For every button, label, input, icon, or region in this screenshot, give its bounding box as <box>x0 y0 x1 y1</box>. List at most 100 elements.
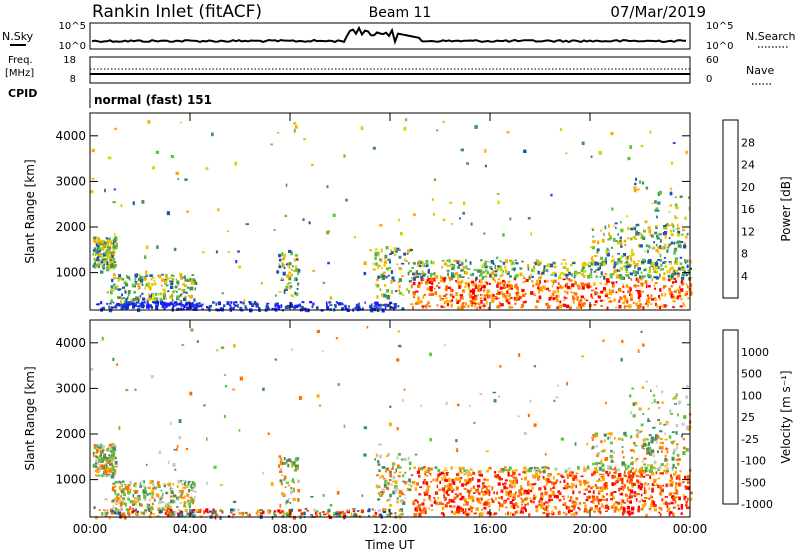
heatmap-cell <box>532 496 536 501</box>
heatmap-cell <box>607 506 610 510</box>
heatmap-cell <box>110 454 114 458</box>
heatmap-cell <box>666 246 670 248</box>
heatmap-cell <box>653 298 658 301</box>
heatmap-cell <box>524 476 528 481</box>
heatmap-cell <box>620 507 624 510</box>
heatmap-cell <box>502 270 504 273</box>
heatmap-cell <box>655 249 659 252</box>
heatmap-cell <box>112 257 115 261</box>
heatmap-cell <box>124 504 127 507</box>
heatmap-cell <box>303 511 306 516</box>
heatmap-cell <box>419 300 423 304</box>
heatmap-cell <box>675 280 677 284</box>
heatmap-cell <box>114 491 116 495</box>
heatmap-cell <box>664 231 668 235</box>
heatmap-cell <box>125 298 128 302</box>
heatmap-cell <box>309 301 313 304</box>
heatmap-cell <box>96 449 99 453</box>
heatmap-cell <box>389 493 392 498</box>
heatmap-cell <box>551 510 554 514</box>
heatmap-cell <box>676 272 680 275</box>
heatmap-cell <box>653 504 657 508</box>
heatmap-cell <box>238 429 241 432</box>
heatmap-cell <box>487 294 491 299</box>
heatmap-cell <box>647 285 651 288</box>
heatmap-cell <box>584 504 587 508</box>
heatmap-cell <box>601 503 604 507</box>
heatmap-cell <box>443 494 445 498</box>
heatmap-cell <box>176 290 178 293</box>
heatmap-cell <box>420 467 423 470</box>
heatmap-cell <box>111 487 114 491</box>
heatmap-cell <box>162 492 164 497</box>
heatmap-cell <box>495 474 498 477</box>
heatmap-cell <box>556 384 559 387</box>
heatmap-cell <box>562 259 566 261</box>
heatmap-cell <box>297 498 300 501</box>
heatmap-cell <box>614 437 616 440</box>
heatmap-cell <box>189 295 193 299</box>
heatmap-cell <box>594 432 598 436</box>
heatmap-cell <box>101 457 105 462</box>
heatmap-cell <box>637 290 641 294</box>
heatmap-cell <box>499 260 501 262</box>
heatmap-cell <box>158 501 161 505</box>
heatmap-cell <box>664 432 666 435</box>
heatmap-cell <box>418 474 421 478</box>
heatmap-cell <box>443 475 447 479</box>
heatmap-cell <box>447 487 451 490</box>
heatmap-cell <box>189 306 193 310</box>
heatmap-cell <box>537 503 542 506</box>
heatmap-cell <box>178 288 181 291</box>
heatmap-cell <box>633 442 636 445</box>
heatmap-cell <box>115 499 119 503</box>
heatmap-cell <box>316 329 320 334</box>
heatmap-cell <box>193 303 196 308</box>
heatmap-cell <box>474 296 478 301</box>
heatmap-cell <box>595 486 599 490</box>
heatmap-cell <box>655 471 658 475</box>
heatmap-cell <box>670 501 674 505</box>
heatmap-cell <box>416 470 420 474</box>
heatmap-cell <box>561 272 564 275</box>
heatmap-cell <box>577 272 581 274</box>
heatmap-cell <box>654 437 658 441</box>
heatmap-cell <box>642 258 646 262</box>
heatmap-cell <box>286 263 288 266</box>
heatmap-cell <box>460 509 463 512</box>
heatmap-cell <box>606 249 610 252</box>
heatmap-cell <box>469 468 473 471</box>
heatmap-cell <box>631 495 633 498</box>
heatmap-cell <box>576 298 579 302</box>
heatmap-cell <box>484 164 487 168</box>
heatmap-cell <box>622 506 625 509</box>
heatmap-cell <box>458 259 461 264</box>
heatmap-cell <box>687 297 690 300</box>
heatmap-cell <box>619 241 623 246</box>
heatmap-cell <box>290 304 293 308</box>
heatmap-cell <box>496 474 500 478</box>
heatmap-cell <box>139 302 142 307</box>
heatmap-cell <box>249 301 252 305</box>
heatmap-cell <box>111 474 115 479</box>
heatmap-cell <box>622 283 625 286</box>
heatmap-cell <box>420 509 424 513</box>
heatmap-cell <box>94 462 98 465</box>
heatmap-cell <box>294 125 298 129</box>
heatmap-cell <box>129 481 132 485</box>
heatmap-cell <box>509 484 511 487</box>
heatmap-cell <box>613 270 617 274</box>
heatmap-cell <box>255 304 258 308</box>
heatmap-cell <box>548 297 552 301</box>
heatmap-cell <box>429 438 432 442</box>
heatmap-cell <box>590 268 593 271</box>
heatmap-cell <box>195 510 199 513</box>
heatmap-cell <box>394 290 398 292</box>
heatmap-cell <box>141 297 146 301</box>
heatmap-cell <box>293 269 296 272</box>
heatmap-cell <box>233 302 235 306</box>
heatmap-cell <box>180 274 183 277</box>
heatmap-cell <box>111 456 115 460</box>
heatmap-cell <box>105 511 109 515</box>
heatmap-cell <box>315 306 319 310</box>
